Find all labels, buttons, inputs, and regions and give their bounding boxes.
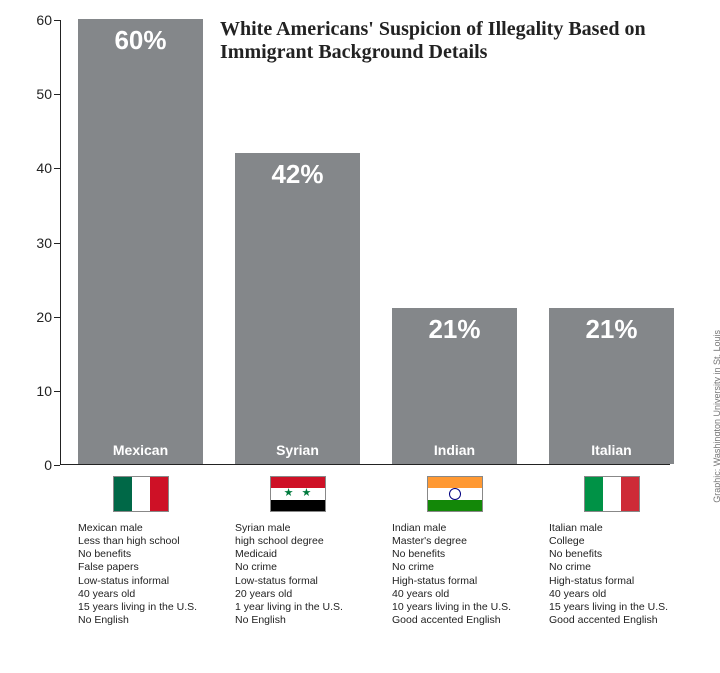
y-tick [54,465,60,466]
bar-category-label: Mexican [78,442,203,458]
y-tick-label: 50 [24,86,52,102]
bar-category-label: Syrian [235,442,360,458]
y-tick-label: 30 [24,235,52,251]
bar-italian: 21% Italian [549,308,674,464]
y-tick [54,243,60,244]
figure: White Americans' Suspicion of Illegality… [0,0,720,673]
y-tick-label: 20 [24,309,52,325]
flags-row: ★★ [60,476,670,514]
y-tick-label: 40 [24,160,52,176]
details-indian: Indian maleMaster's degreeNo benefitsNo … [392,522,532,627]
credit-text: Graphic: Washington University in St. Lo… [712,330,720,503]
flag-italian [584,476,640,512]
y-tick [54,391,60,392]
bar-value-label: 42% [235,159,360,190]
y-tick [54,94,60,95]
y-tick-label: 10 [24,383,52,399]
flag-syrian: ★★ [270,476,326,512]
details-syrian: Syrian malehigh school degreeMedicaidNo … [235,522,375,627]
x-axis [60,464,670,465]
bar-category-label: Indian [392,442,517,458]
y-tick-label: 60 [24,12,52,28]
plot-area: 010203040506060%Mexican42%Syrian21%India… [60,20,670,465]
details-italian: Italian maleCollegeNo benefitsNo crimeHi… [549,522,689,627]
bar-category-label: Italian [549,442,674,458]
flag-mexican [113,476,169,512]
flag-indian [427,476,483,512]
y-tick [54,317,60,318]
bar-indian: 21% Indian [392,308,517,464]
bar-mexican: 60% Mexican [78,19,203,464]
y-tick [54,168,60,169]
y-axis [60,20,61,465]
y-tick [54,20,60,21]
bar-value-label: 21% [392,314,517,345]
bar-value-label: 60% [78,25,203,56]
bar-value-label: 21% [549,314,674,345]
details-mexican: Mexican maleLess than high schoolNo bene… [78,522,218,627]
y-tick-label: 0 [24,457,52,473]
bar-syrian: 42% Syrian [235,153,360,465]
